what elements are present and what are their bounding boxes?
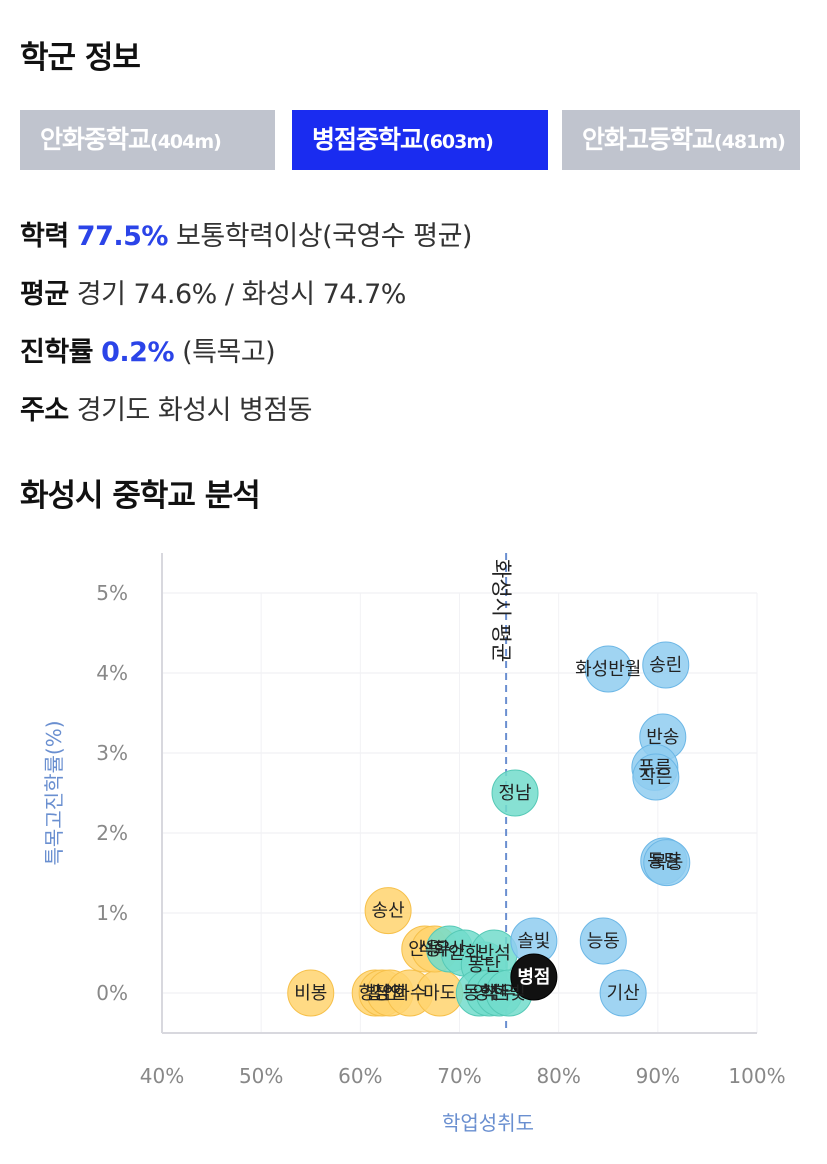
tab-school-2-distance: (603m) [422, 131, 494, 153]
data-point-label: 능동 [587, 931, 620, 952]
y-tick-label: 2% [96, 821, 128, 845]
tab-school-2[interactable]: 병점중학교(603m) [292, 110, 548, 170]
data-point-label: 작은 [639, 767, 672, 788]
data-point [510, 953, 558, 1001]
data-point-label: 석우 [483, 983, 516, 1004]
data-point-label: 안용 [408, 939, 441, 960]
page-title: 학군 정보 [20, 40, 141, 76]
data-point-label: 반석 [478, 943, 511, 964]
data-point [599, 969, 647, 1017]
average-text: 경기 74.6% / 화성시 74.7% [76, 279, 407, 310]
data-point-label: 안화 [448, 943, 481, 964]
data-point-label: 기산 [607, 983, 640, 1004]
tab-school-3-distance: (481m) [714, 131, 786, 153]
data-point-label: 정남 [498, 783, 531, 804]
average-label: 평균 [20, 279, 69, 310]
advance-label: 진학률 [20, 337, 94, 368]
tab-school-1-name: 안화중학교 [40, 125, 151, 154]
data-point-label: 한빛 [493, 983, 526, 1004]
data-point-label: 영천 [473, 983, 506, 1004]
data-point-label: 솔빛 [517, 931, 550, 952]
data-point [364, 887, 412, 935]
data-point-label: 석우 [418, 939, 451, 960]
y-tick-label: 5% [96, 581, 128, 605]
x-axis-title: 학업성취도 [442, 1111, 534, 1135]
data-point [642, 641, 690, 689]
y-axis-title: 특목고진학률(%) [42, 720, 66, 865]
academic-label: 학력 [20, 221, 69, 252]
data-point-label: 송산 [372, 901, 405, 922]
chart-title: 화성시 중학교 분석 [20, 478, 261, 514]
academic-value: 77.5% [76, 221, 169, 252]
data-point-label: 마도 [423, 983, 456, 1004]
x-tick-label: 80% [536, 1064, 580, 1088]
y-tick-label: 3% [96, 741, 128, 765]
data-point [643, 839, 691, 887]
x-tick-label: 50% [239, 1064, 283, 1088]
average-reference-label: 화성시 평균 [489, 559, 513, 662]
data-point [632, 753, 680, 801]
academic-desc: 보통학력이상(국영수 평균) [176, 221, 472, 252]
data-point-label: 향남 [359, 983, 392, 1004]
data-point-label: 푸른 [638, 757, 671, 778]
academic-row: 학력 77.5% 보통학력이상(국영수 평균) [20, 214, 472, 253]
data-point-label: 화수 [393, 983, 426, 1004]
x-tick-label: 100% [728, 1064, 785, 1088]
address-label: 주소 [20, 395, 69, 426]
advance-row: 진학률 0.2% (특목고) [20, 330, 276, 369]
address-text: 경기도 화성시 병점동 [76, 395, 313, 426]
advance-value: 0.2% [101, 337, 175, 368]
x-tick-label: 90% [636, 1064, 680, 1088]
data-point-label: 동탄 [647, 851, 680, 872]
data-point [287, 969, 335, 1017]
data-point-label: 송린 [649, 655, 682, 676]
y-tick-label: 1% [96, 901, 128, 925]
data-point-label: 목동 [650, 853, 683, 874]
x-tick-label: 70% [437, 1064, 481, 1088]
y-tick-label: 4% [96, 661, 128, 685]
data-point-label: 반송 [646, 727, 679, 748]
data-point-label: 화성반월 [575, 659, 641, 680]
school-tabs: 안화중학교(404m) 병점중학교(603m) 안화고등학교(481m) [20, 110, 800, 170]
data-point-label: 장안 [374, 983, 407, 1004]
tab-school-3[interactable]: 안화고등학교(481m) [562, 110, 800, 170]
tab-school-2-name: 병점중학교 [312, 125, 423, 154]
average-row: 평균 경기 74.6% / 화성시 74.7% [20, 272, 406, 311]
data-point [584, 645, 632, 693]
data-point-label: 병점 [517, 967, 550, 988]
tab-school-1-distance: (404m) [150, 131, 222, 153]
data-point-label: 동탄 [468, 955, 501, 976]
data-point [579, 917, 627, 965]
data-point-label: 동학 [463, 983, 496, 1004]
tab-school-3-name: 안화고등학교 [582, 125, 715, 154]
advance-desc: (특목고) [182, 337, 276, 368]
tab-school-1[interactable]: 안화중학교(404m) [20, 110, 275, 170]
data-point-label: 비봉 [294, 983, 327, 1004]
y-tick-label: 0% [96, 981, 128, 1005]
x-tick-label: 60% [338, 1064, 382, 1088]
data-point-label: 발안 [366, 983, 399, 1004]
address-row: 주소 경기도 화성시 병점동 [20, 388, 313, 427]
x-tick-label: 40% [140, 1064, 184, 1088]
data-point [491, 769, 539, 817]
data-point-label: 화산 [433, 939, 466, 960]
